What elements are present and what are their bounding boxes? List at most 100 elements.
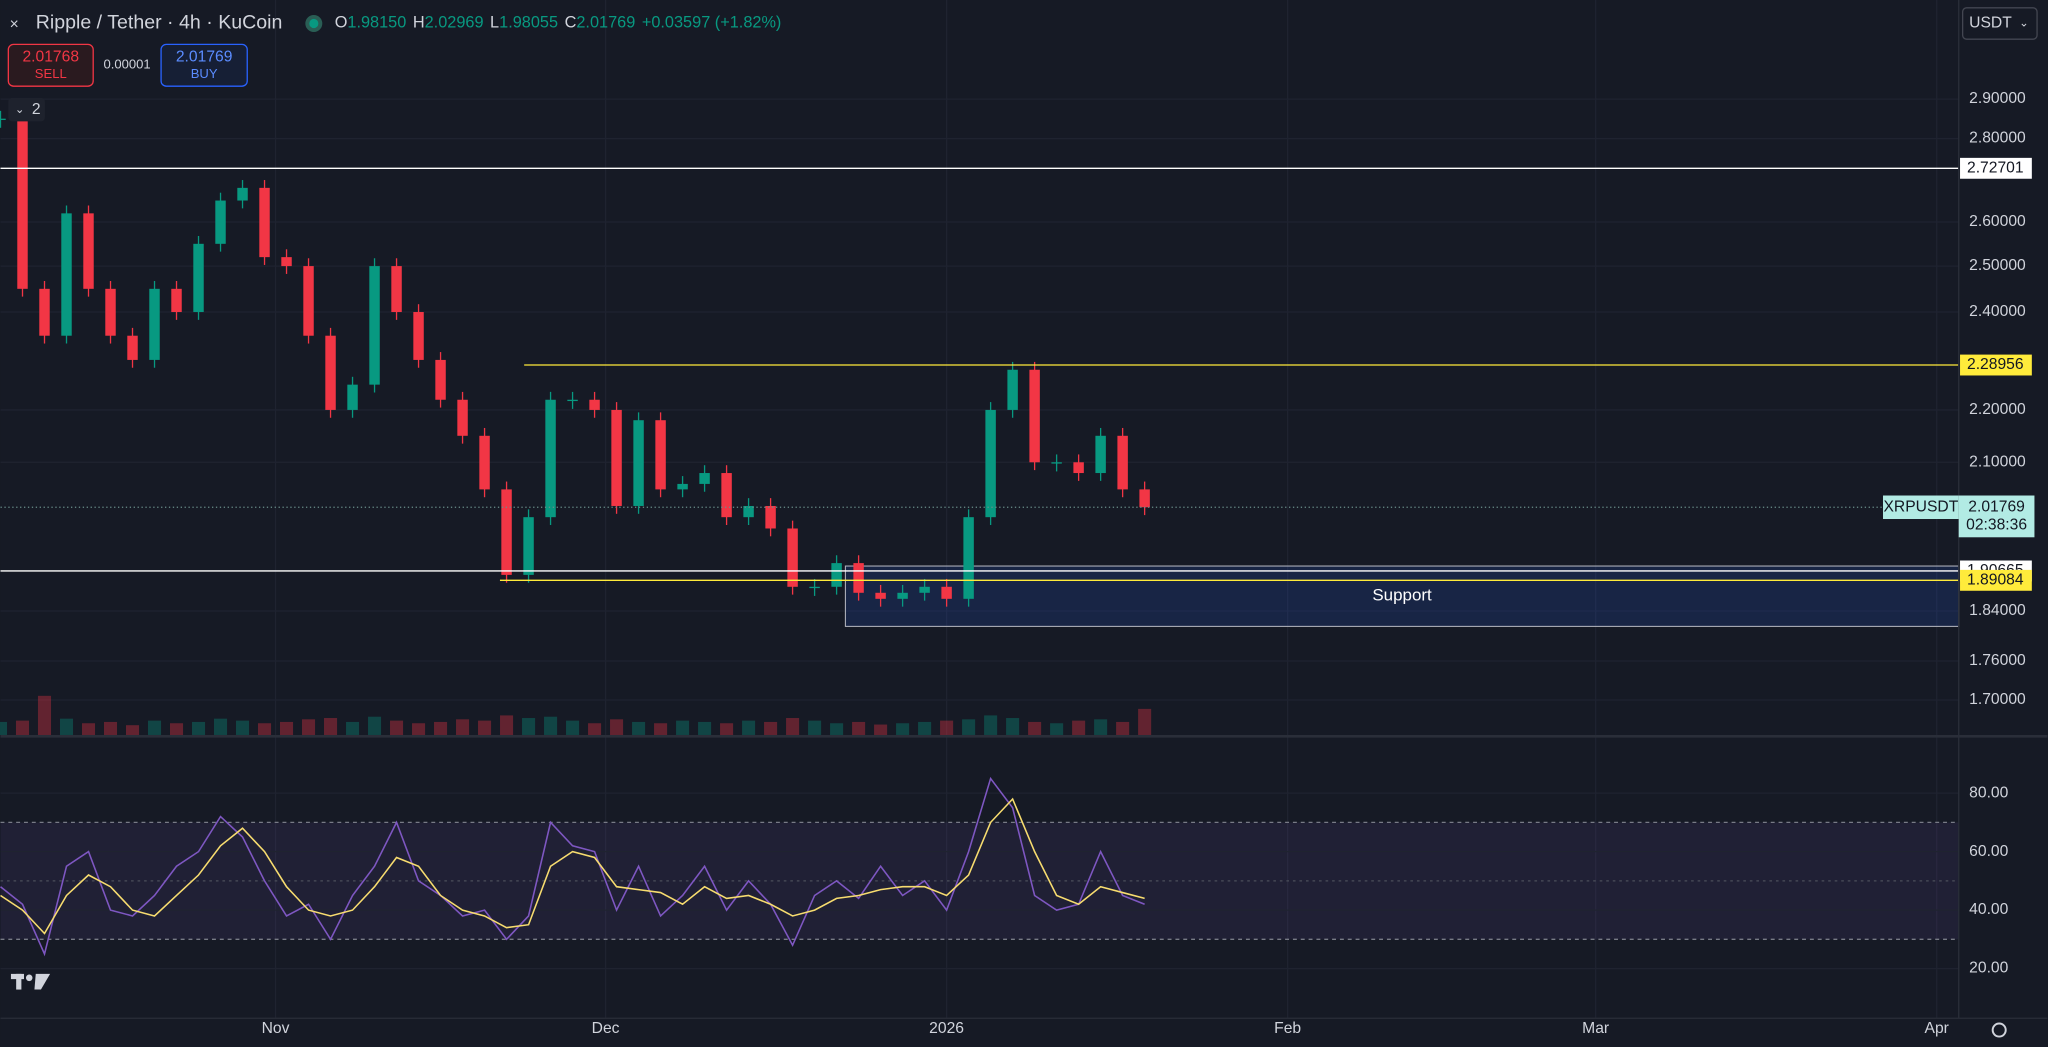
volume-bar (169, 723, 184, 735)
volume-bar (918, 721, 932, 735)
toggle-chevron: ⌄ (15, 103, 25, 116)
candle-body (369, 266, 380, 385)
candle-body (655, 420, 666, 490)
volume-bar (808, 720, 822, 735)
rsi-tick-label: 40.00 (1969, 901, 2008, 918)
rsi-line (0, 776, 1145, 957)
time-tick-label: Feb (1274, 1020, 1301, 1037)
volume-bar (1072, 720, 1086, 735)
price-tick-label: 2.10000 (1969, 453, 2026, 470)
volume-bar (852, 721, 866, 735)
candle-body (589, 399, 600, 410)
sell-label: SELL (35, 66, 67, 81)
time-tick-label: 2026 (929, 1020, 964, 1037)
sell-button[interactable] (7, 43, 94, 87)
volume-bar (456, 719, 470, 735)
market-status[interactable] (305, 15, 323, 32)
logo-part (16, 973, 22, 990)
price-tick-label: 1.70000 (1969, 691, 2026, 708)
volume-bar (1028, 721, 1042, 735)
candle-body (963, 517, 974, 599)
candle-body (171, 288, 182, 313)
logo-part (25, 974, 33, 982)
candle-body (1051, 462, 1062, 464)
candle-body (39, 288, 50, 336)
candle-body (149, 288, 160, 360)
volume-bar (566, 720, 580, 735)
sell-price: 2.01768 (22, 49, 79, 66)
volume-bar (830, 723, 844, 735)
candle-body (193, 243, 204, 313)
volume-bar (654, 723, 668, 735)
level-value: 2.72701 (1967, 159, 2024, 176)
volume-bar (698, 721, 712, 735)
volume-bar (59, 718, 74, 735)
candle-body (677, 483, 688, 490)
rsi-tick-label: 60.00 (1969, 843, 2008, 860)
candle-body (523, 517, 534, 575)
logo-part (34, 973, 51, 990)
volume-bar (412, 723, 426, 735)
time-tick-label: Mar (1582, 1020, 1609, 1037)
candle-body (743, 505, 754, 518)
candle-body (1095, 435, 1106, 474)
candle-body (303, 266, 314, 336)
indicator-toggle[interactable] (8, 97, 45, 122)
candle-body (567, 399, 578, 402)
buy-button[interactable] (160, 43, 248, 87)
settings-icon[interactable] (1991, 1022, 2007, 1038)
price-tick-label: 2.90000 (1969, 90, 2026, 107)
volume-bar (588, 723, 602, 735)
volume-bar (191, 721, 206, 735)
volume-bar (235, 720, 250, 735)
price-tick-label: 2.50000 (1969, 257, 2026, 274)
plot-area: Support (0, 0, 1960, 1019)
ohlc-change: +0.03597 (+1.82%) (642, 14, 782, 32)
volume-bar (0, 721, 8, 735)
volume-bar (302, 719, 316, 735)
ohlc-value: 2.01769 (576, 14, 635, 32)
candle-body (61, 213, 72, 336)
volume-bar (984, 715, 998, 735)
spread: 0.00001 (104, 57, 151, 72)
volume-bar (632, 721, 646, 735)
candle-body (809, 586, 820, 589)
volume-bar (213, 718, 228, 735)
candle-body (1073, 462, 1084, 474)
ohlc-legend: O1.98150 H2.02969 L1.98055 C2.01769 +0.03597… (335, 14, 782, 32)
volume-bar (764, 721, 778, 735)
ohlc-key: H (413, 14, 425, 32)
candle-body (413, 312, 424, 360)
volume-bar (676, 720, 690, 735)
ohlc-value: 1.98055 (499, 14, 558, 32)
candle-body (127, 335, 138, 360)
buy-label: BUY (191, 66, 218, 81)
currency-select[interactable] (1961, 7, 2038, 40)
volume-bar (500, 715, 514, 735)
level-tag (1960, 569, 2032, 591)
volume-bar (610, 719, 624, 735)
symbol-title[interactable]: Ripple / Tether · 4h · KuCoin (36, 12, 283, 34)
volume-bar (720, 723, 734, 735)
candle-body (281, 257, 292, 267)
tradingview-logo[interactable] (10, 973, 51, 990)
candle-body (17, 118, 28, 289)
volume-bar (1050, 723, 1064, 735)
candle-body (457, 399, 468, 436)
candle-body (435, 359, 446, 400)
volume-bar (258, 723, 272, 735)
symbol-tag-label: XRPUSDT (1883, 498, 1958, 515)
candle-body (765, 505, 776, 529)
level-value: 1.89084 (1967, 571, 2024, 588)
candle-body (105, 288, 116, 336)
volume-bar (544, 716, 558, 735)
time-tick-label: Apr (1925, 1020, 1949, 1037)
candle-body (1007, 369, 1018, 410)
candle-body (259, 187, 270, 258)
close-icon[interactable]: × (10, 16, 19, 33)
level-value: 2.28956 (1967, 356, 2024, 373)
rsi-tick-label: 20.00 (1969, 960, 2008, 977)
volume-bar (1138, 708, 1152, 735)
